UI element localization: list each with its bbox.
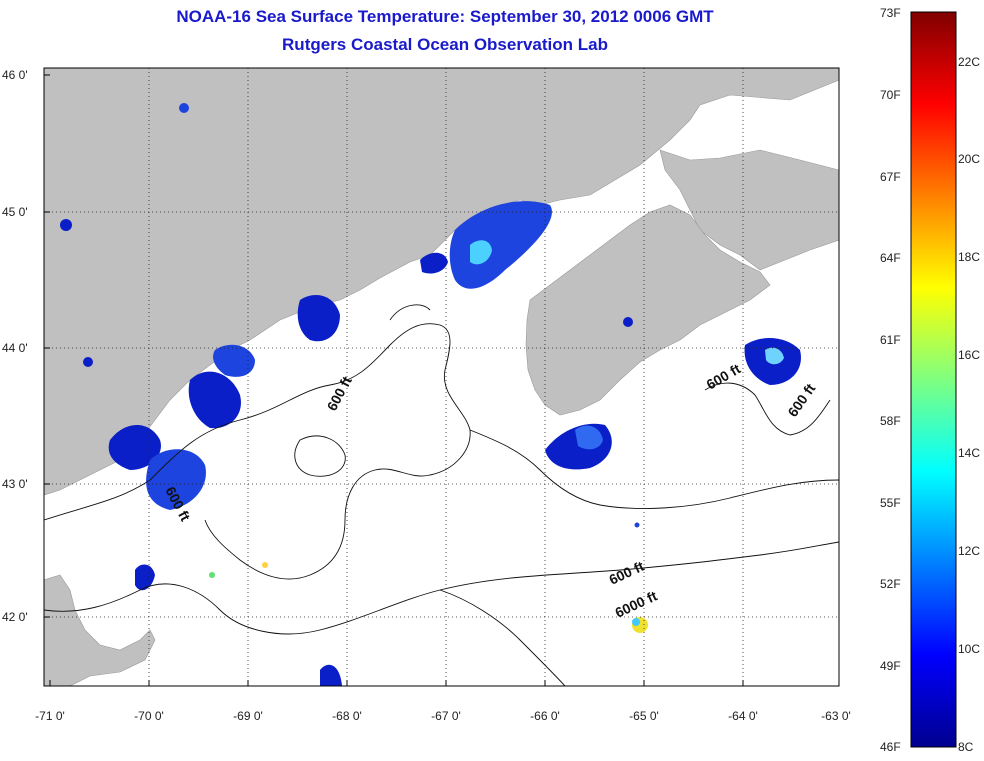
- colorbar: [910, 11, 957, 748]
- colorbar-f-label: 46F: [880, 740, 901, 754]
- land-maine-newbrunswick: [44, 68, 839, 496]
- colorbar-fahrenheit-labels: 73F 70F 67F 64F 61F 58F 55F 52F 49F 46F: [880, 6, 901, 754]
- colorbar-f-label: 52F: [880, 577, 901, 591]
- lon-tick-label: -71 0': [35, 709, 65, 723]
- lon-tick-label: -70 0': [134, 709, 164, 723]
- lat-tick-label: 45 0': [2, 205, 28, 219]
- colorbar-f-label: 61F: [880, 333, 901, 347]
- colorbar-c-label: 22C: [958, 55, 980, 69]
- graticule: [44, 68, 839, 686]
- colorbar-f-label: 58F: [880, 414, 901, 428]
- colorbar-f-label: 55F: [880, 496, 901, 510]
- map-title: NOAA-16 Sea Surface Temperature: Septemb…: [176, 7, 714, 26]
- colorbar-celsius-labels: 22C 20C 18C 16C 14C 12C 10C 8C: [958, 55, 980, 754]
- colorbar-c-label: 12C: [958, 544, 980, 558]
- lon-tick-label: -68 0': [332, 709, 362, 723]
- lon-tick-label: -66 0': [530, 709, 560, 723]
- map-frame: [43, 67, 840, 687]
- colorbar-f-label: 49F: [880, 659, 901, 673]
- map-subtitle: Rutgers Coastal Ocean Observation Lab: [282, 35, 608, 54]
- colorbar-f-label: 73F: [880, 6, 901, 20]
- lat-tick-label: 43 0': [2, 477, 28, 491]
- lon-tick-label: -69 0': [233, 709, 263, 723]
- colorbar-c-label: 16C: [958, 348, 980, 362]
- colorbar-c-label: 8C: [958, 740, 974, 754]
- lat-tick-label: 44 0': [2, 341, 28, 355]
- lon-tick-label: -67 0': [431, 709, 461, 723]
- colorbar-c-label: 20C: [958, 152, 980, 166]
- lon-tick-label: -64 0': [728, 709, 758, 723]
- land-nova-scotia: [525, 204, 771, 416]
- colorbar-c-label: 10C: [958, 642, 980, 656]
- colorbar-c-label: 18C: [958, 250, 980, 264]
- lon-tick-label: -65 0': [629, 709, 659, 723]
- colorbar-c-label: 14C: [958, 446, 980, 460]
- land-cape-cod: [44, 574, 156, 686]
- colorbar-f-label: 67F: [880, 170, 901, 184]
- lat-tick-label: 42 0': [2, 610, 28, 624]
- tick-marks: [44, 74, 840, 686]
- colorbar-f-label: 70F: [880, 88, 901, 102]
- lon-tick-label: -63 0': [821, 709, 851, 723]
- colorbar-f-label: 64F: [880, 251, 901, 265]
- lat-tick-label: 46 0': [2, 68, 28, 82]
- bathymetry-contours: [44, 304, 839, 686]
- land-upper-right: [659, 149, 839, 271]
